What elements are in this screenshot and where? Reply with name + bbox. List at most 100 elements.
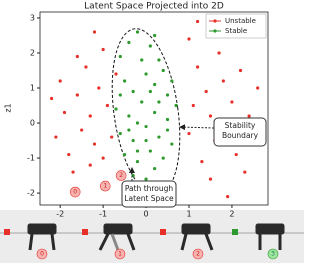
point: [148, 89, 152, 94]
point: [114, 107, 118, 111]
legend-label: Stable: [225, 27, 247, 35]
figure: Latent Space Projected into 2D z1 -2 -1 0 1…: [0, 2, 304, 263]
frame-badge: [36, 248, 48, 260]
point: [92, 142, 97, 146]
legend-label: Unstable: [225, 17, 256, 25]
point: [165, 117, 170, 122]
frame-badge: [267, 248, 279, 260]
y-tick-label: -1: [27, 154, 35, 163]
point: [144, 138, 148, 143]
annotation-arrow: [179, 124, 215, 131]
point: [127, 114, 131, 118]
point: [153, 82, 157, 87]
robot-strip: [0, 210, 304, 263]
point: [101, 156, 105, 160]
point: [230, 100, 234, 104]
path-point: [115, 170, 127, 181]
point: [127, 40, 131, 45]
point: [49, 96, 54, 101]
path-point: [69, 186, 81, 198]
point: [127, 128, 131, 132]
point: [144, 124, 148, 129]
point: [187, 37, 191, 41]
point: [75, 93, 79, 97]
annotation-text: Boundary: [222, 131, 259, 140]
y-tick-label: 0: [30, 119, 35, 128]
point: [71, 170, 75, 174]
chart-title: Latent Space Projected into 2D: [84, 2, 224, 12]
point: [88, 114, 92, 118]
point: [135, 30, 140, 34]
point: [80, 128, 84, 132]
annotation-text: Latent Space: [124, 194, 174, 203]
point: [114, 72, 118, 76]
point: [208, 177, 213, 181]
point: [157, 135, 161, 139]
point: [243, 170, 247, 174]
frame-label: 3: [271, 251, 275, 258]
point: [238, 68, 243, 73]
point: [153, 33, 157, 38]
point: [118, 54, 122, 59]
point: [161, 68, 165, 73]
point: [101, 47, 105, 52]
annotation-text: Path through: [125, 184, 174, 193]
point: [204, 89, 208, 94]
point: [140, 58, 144, 62]
point: [54, 135, 58, 139]
point: [221, 79, 225, 83]
point: [170, 79, 174, 83]
point: [174, 103, 178, 108]
legend-marker: [213, 29, 217, 33]
point: [84, 65, 88, 69]
x-tick-label: 1: [186, 210, 191, 219]
point: [144, 177, 148, 181]
point: [165, 93, 170, 97]
path-label: 2: [119, 172, 123, 179]
point: [118, 93, 122, 97]
point: [153, 110, 157, 115]
path-label: 1: [103, 183, 107, 190]
point: [62, 110, 67, 115]
point: [88, 163, 92, 167]
point: [153, 166, 157, 171]
annotation-text: Stability: [225, 121, 256, 130]
legend-marker: [213, 19, 217, 23]
point: [135, 121, 140, 125]
point: [135, 159, 140, 164]
path-point: [99, 180, 111, 192]
point: [144, 72, 148, 76]
point: [208, 114, 213, 118]
point: [191, 103, 195, 108]
point: [226, 194, 230, 199]
point: [157, 58, 161, 62]
x-tick-label: -2: [56, 210, 64, 219]
point: [75, 54, 79, 59]
legend-box: [205, 13, 267, 39]
point: [195, 19, 200, 24]
frame-badge: [114, 248, 126, 260]
point: [234, 152, 238, 157]
frame-label: 0: [40, 251, 44, 258]
x-tick-label: 0: [144, 210, 149, 219]
point: [122, 152, 127, 157]
frame-label: 2: [196, 251, 200, 258]
point: [148, 44, 152, 48]
point: [200, 159, 204, 164]
y-axis-label: z1: [4, 103, 13, 112]
y-tick-label: -2: [27, 189, 35, 198]
frame-badge: [192, 248, 204, 260]
frame-label: 1: [118, 251, 122, 258]
point: [58, 79, 62, 83]
robots: [4, 223, 285, 251]
point: [217, 51, 221, 55]
x-tick-label: 2: [229, 210, 234, 219]
point: [131, 89, 135, 94]
point: [97, 86, 101, 90]
annotation-box: [121, 180, 177, 208]
annotation-box: [213, 117, 267, 147]
point: [148, 149, 152, 153]
point: [135, 149, 140, 153]
point: [67, 152, 71, 157]
point: [122, 79, 127, 83]
